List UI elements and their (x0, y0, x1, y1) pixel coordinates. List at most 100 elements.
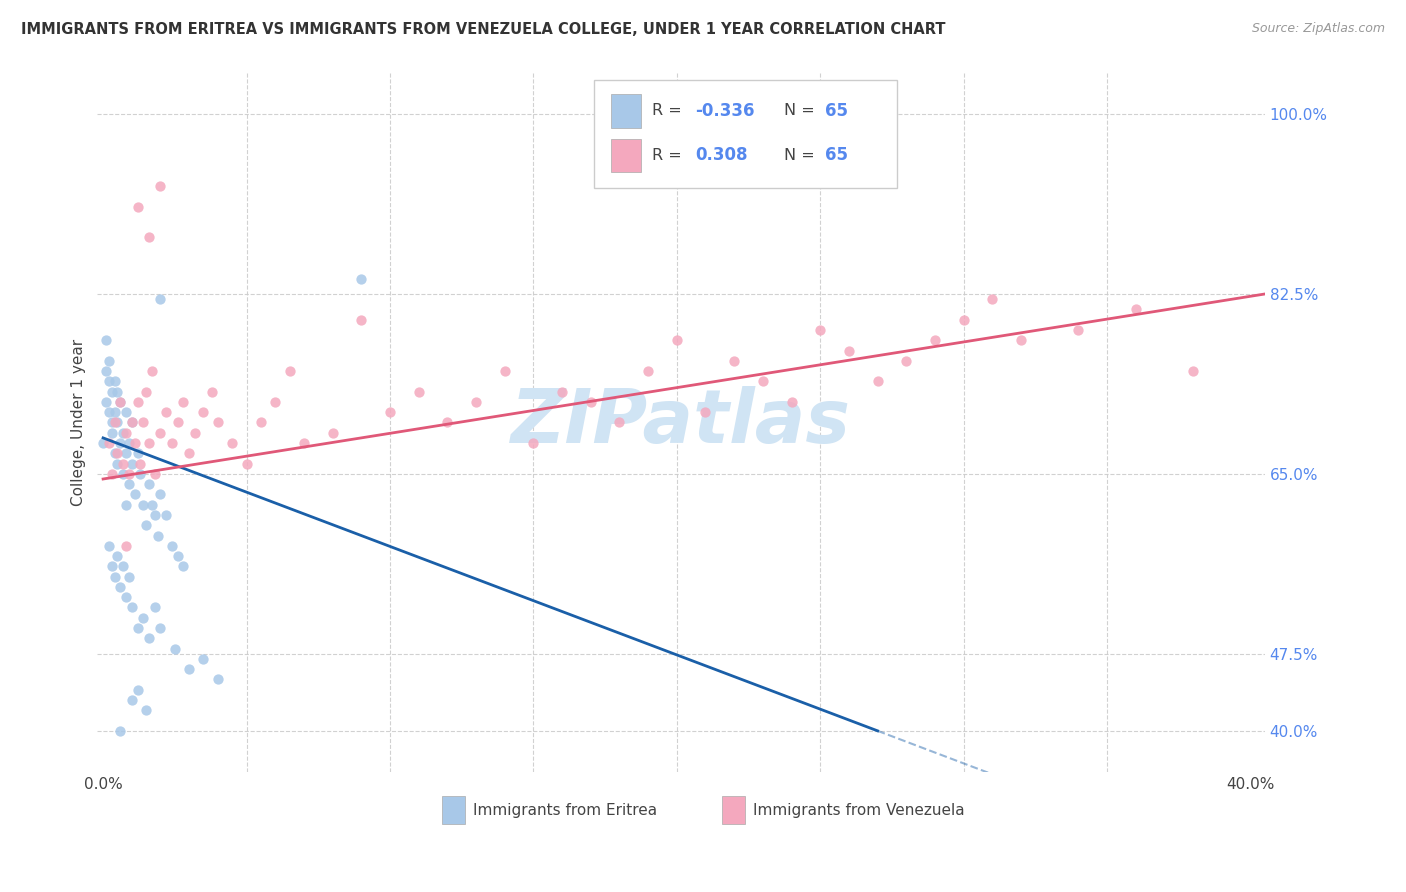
Point (135, 518, 157, 533)
Point (121, 416, 143, 430)
Point (166, 549, 188, 563)
Point (100, 425, 122, 440)
Point (115, 591, 138, 605)
Point (838, 343, 860, 358)
Point (127, 446, 149, 460)
Point (107, 416, 129, 430)
Point (112, 467, 135, 481)
Point (115, 446, 138, 460)
Point (278, 364, 301, 378)
Point (127, 621, 149, 635)
Text: ZIPatlas: ZIPatlas (512, 386, 851, 459)
Point (100, 384, 122, 399)
Point (193, 405, 215, 419)
Text: 0.308: 0.308 (695, 146, 748, 164)
Point (118, 467, 141, 481)
Point (408, 384, 430, 399)
Point (207, 673, 229, 687)
Point (127, 200, 149, 214)
Point (138, 436, 160, 450)
Text: 65: 65 (825, 146, 848, 164)
Point (107, 446, 129, 460)
Text: N =: N = (785, 148, 820, 163)
Point (179, 662, 201, 676)
Point (97, 375, 120, 389)
Point (94, 395, 117, 409)
Point (292, 436, 315, 450)
Bar (612, 138, 641, 172)
Point (129, 457, 152, 471)
Point (924, 333, 946, 347)
Point (103, 416, 125, 430)
Point (103, 446, 125, 460)
Point (172, 395, 194, 409)
Point (665, 333, 688, 347)
Point (121, 693, 143, 707)
Point (179, 446, 201, 460)
Point (100, 416, 122, 430)
Point (103, 405, 125, 419)
Point (115, 539, 138, 553)
Point (350, 312, 373, 326)
Point (121, 457, 143, 471)
Point (100, 467, 122, 481)
Point (378, 405, 401, 419)
Point (609, 416, 631, 430)
Point (149, 487, 172, 501)
Point (138, 477, 160, 491)
Point (121, 416, 143, 430)
Point (94, 364, 117, 378)
Point (193, 652, 215, 666)
Point (723, 353, 745, 368)
Point (115, 498, 138, 512)
Point (132, 416, 155, 430)
FancyBboxPatch shape (593, 80, 897, 188)
Point (115, 405, 138, 419)
Bar (441, 797, 465, 824)
Point (149, 292, 172, 306)
Point (135, 384, 157, 399)
Point (235, 457, 257, 471)
Point (100, 559, 122, 574)
Point (1182, 364, 1205, 378)
Point (127, 682, 149, 697)
Point (91, 436, 114, 450)
Point (695, 405, 717, 419)
Point (221, 436, 243, 450)
Point (94, 333, 117, 347)
Point (129, 467, 152, 481)
Text: -0.336: -0.336 (695, 102, 755, 120)
Point (124, 487, 146, 501)
Point (107, 549, 129, 563)
Point (143, 467, 166, 481)
Point (127, 395, 149, 409)
Point (115, 425, 138, 440)
Point (103, 375, 125, 389)
Point (141, 498, 163, 512)
Point (110, 395, 132, 409)
Text: N =: N = (785, 103, 820, 119)
Point (132, 611, 155, 625)
Point (637, 364, 659, 378)
Point (896, 353, 918, 368)
Point (172, 559, 194, 574)
Point (155, 508, 177, 522)
Point (143, 508, 166, 522)
Point (160, 539, 183, 553)
Point (579, 395, 602, 409)
Point (264, 395, 287, 409)
Point (132, 498, 155, 512)
Point (436, 416, 458, 430)
Point (138, 632, 160, 646)
Point (149, 621, 172, 635)
Point (112, 457, 135, 471)
Point (752, 375, 775, 389)
Point (141, 364, 163, 378)
Text: 65: 65 (825, 102, 848, 120)
Point (138, 230, 160, 244)
Point (97, 405, 120, 419)
Point (103, 569, 125, 583)
Point (522, 436, 544, 450)
Point (110, 436, 132, 450)
Point (143, 600, 166, 615)
